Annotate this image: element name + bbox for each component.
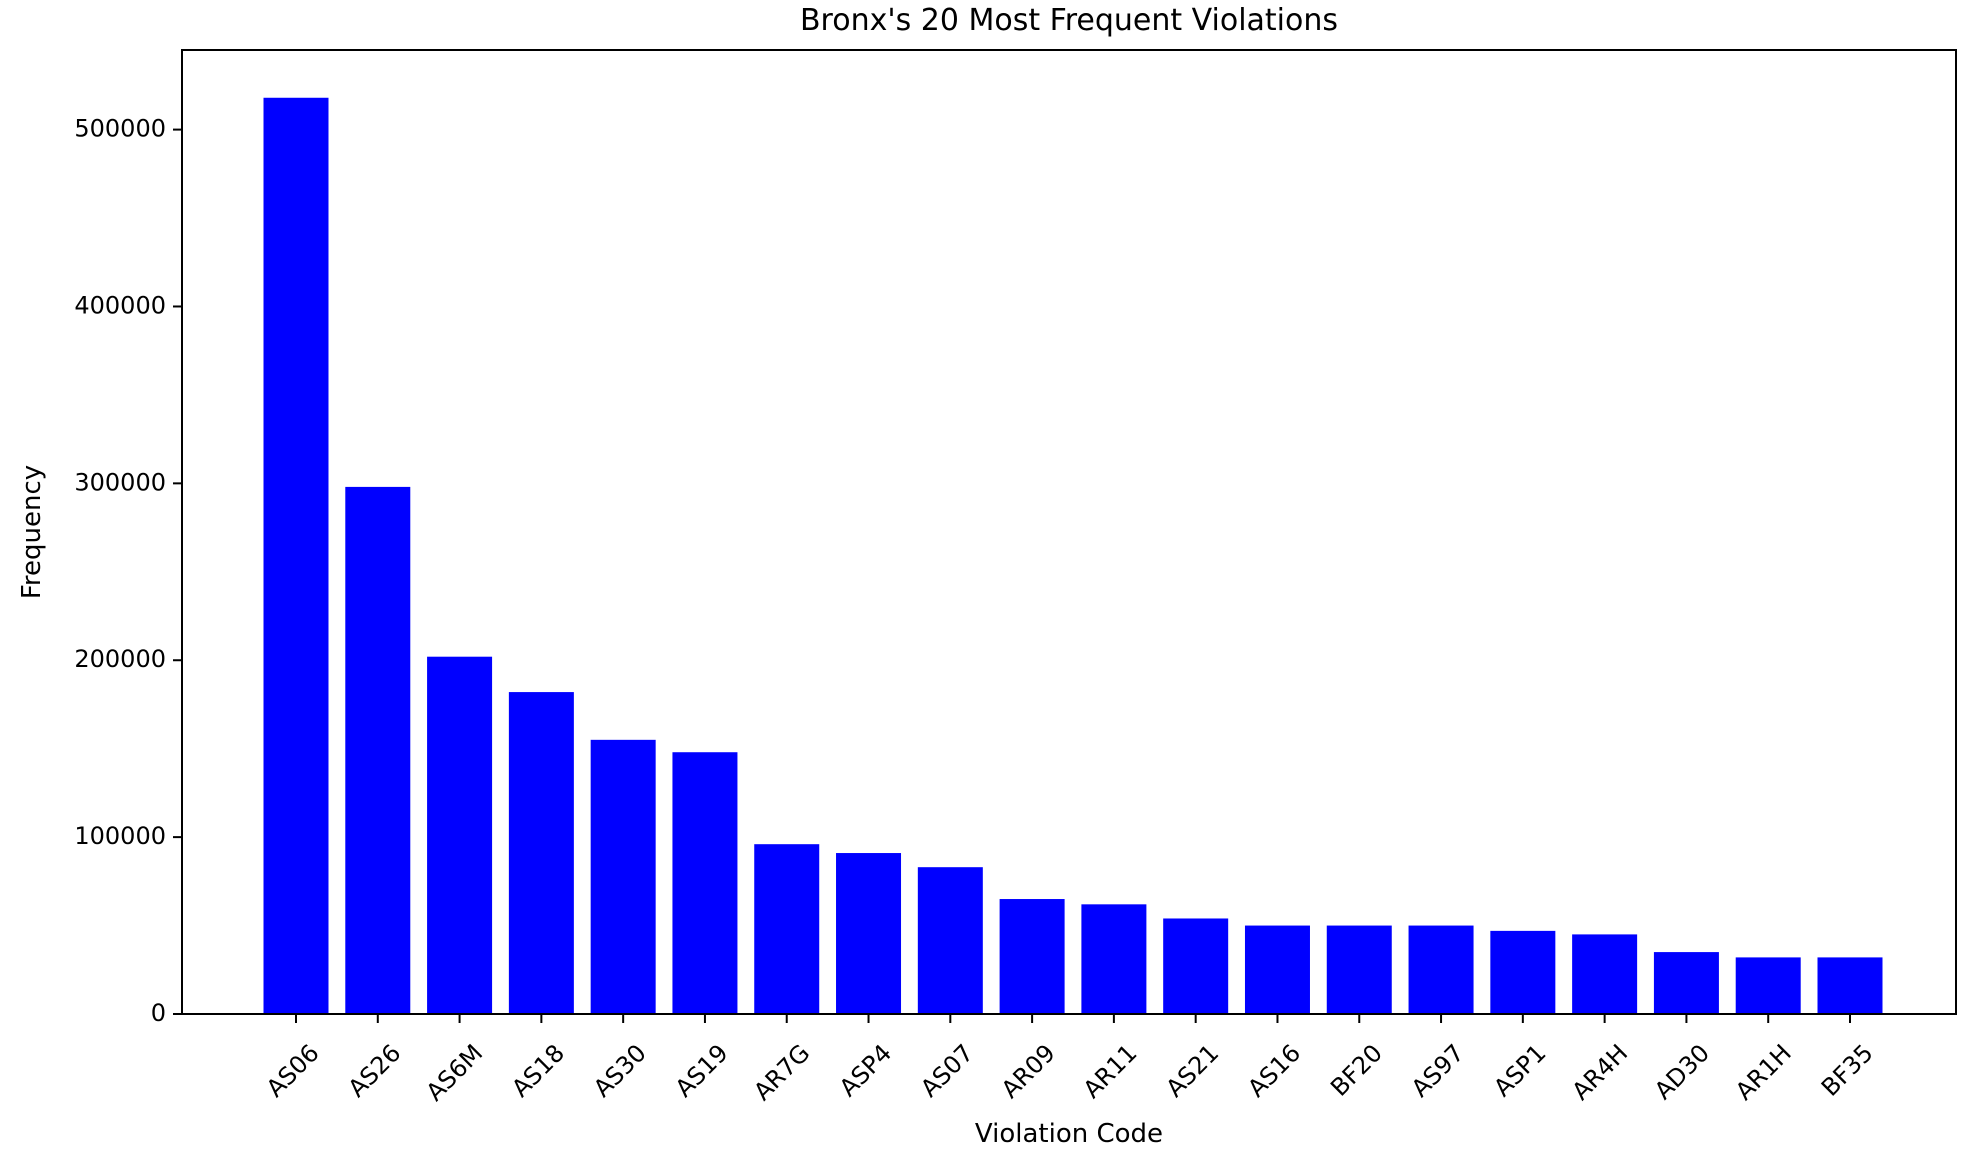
bar-as21 xyxy=(1163,918,1229,1014)
bar-bf20 xyxy=(1326,925,1392,1014)
bar-as18 xyxy=(508,692,574,1014)
x-tick-label: ASP1 xyxy=(1488,1039,1551,1102)
x-tick-label: BF35 xyxy=(1816,1039,1879,1102)
bar-as19 xyxy=(672,752,738,1014)
bar-ar4h xyxy=(1572,934,1638,1014)
bar-ar1h xyxy=(1735,957,1801,1014)
x-tick-label: AR7G xyxy=(748,1039,815,1106)
x-axis-label: Violation Code xyxy=(975,1119,1163,1149)
y-axis-ticks: 0 100000 200000 300000 400000 500000 xyxy=(74,115,182,1027)
x-tick-label: AD30 xyxy=(1649,1039,1715,1105)
x-tick-label: ASP4 xyxy=(834,1039,897,1102)
y-axis-label: Frequency xyxy=(17,465,47,599)
x-tick-label: AS18 xyxy=(506,1039,570,1103)
x-tick-label: AR11 xyxy=(1078,1039,1143,1104)
y-tick-label: 0 xyxy=(151,999,166,1027)
bar-as26 xyxy=(345,486,411,1014)
chart-title: Bronx's 20 Most Frequent Violations xyxy=(800,3,1338,38)
bar-as06 xyxy=(263,97,329,1014)
bar-as97 xyxy=(1408,925,1474,1014)
x-tick-label: AS6M xyxy=(421,1039,489,1107)
bar-bf35 xyxy=(1817,957,1883,1014)
x-tick-label: AR4H xyxy=(1567,1039,1634,1106)
x-tick-label: AS30 xyxy=(588,1039,652,1103)
bar-as16 xyxy=(1244,925,1310,1014)
bar-ar11 xyxy=(1081,904,1147,1014)
x-tick-label: AS16 xyxy=(1242,1039,1306,1103)
bar-asp4 xyxy=(836,853,902,1014)
x-tick-label: AS26 xyxy=(343,1039,407,1103)
x-tick-label: AS06 xyxy=(261,1039,325,1103)
y-tick-label: 300000 xyxy=(74,468,166,496)
x-tick-label: AR09 xyxy=(996,1039,1061,1104)
x-tick-label: AS07 xyxy=(915,1039,979,1103)
plot-frame xyxy=(181,49,1957,1015)
x-tick-label: AR1H xyxy=(1730,1039,1797,1106)
bar-as07 xyxy=(917,867,983,1014)
bars-group xyxy=(263,97,1883,1014)
bar-as30 xyxy=(590,739,656,1014)
x-axis-ticks: AS06 AS26 AS6M AS18 AS30 AS19 AR7G ASP4 AS07 AR09… xyxy=(261,1014,1879,1107)
bar-asp1 xyxy=(1490,930,1556,1014)
x-tick-label: AS19 xyxy=(670,1039,734,1103)
bar-ar09 xyxy=(999,899,1065,1014)
y-tick-label: 200000 xyxy=(74,645,166,673)
bar-ar7g xyxy=(754,844,820,1014)
y-tick-label: 100000 xyxy=(74,822,166,850)
x-tick-label: AS97 xyxy=(1406,1039,1470,1103)
bar-ad30 xyxy=(1653,952,1719,1014)
y-tick-label: 400000 xyxy=(74,291,166,319)
x-tick-label: BF20 xyxy=(1325,1039,1388,1102)
bar-as6m xyxy=(427,656,493,1014)
y-tick-label: 500000 xyxy=(74,115,166,143)
x-tick-label: AS21 xyxy=(1161,1039,1225,1103)
